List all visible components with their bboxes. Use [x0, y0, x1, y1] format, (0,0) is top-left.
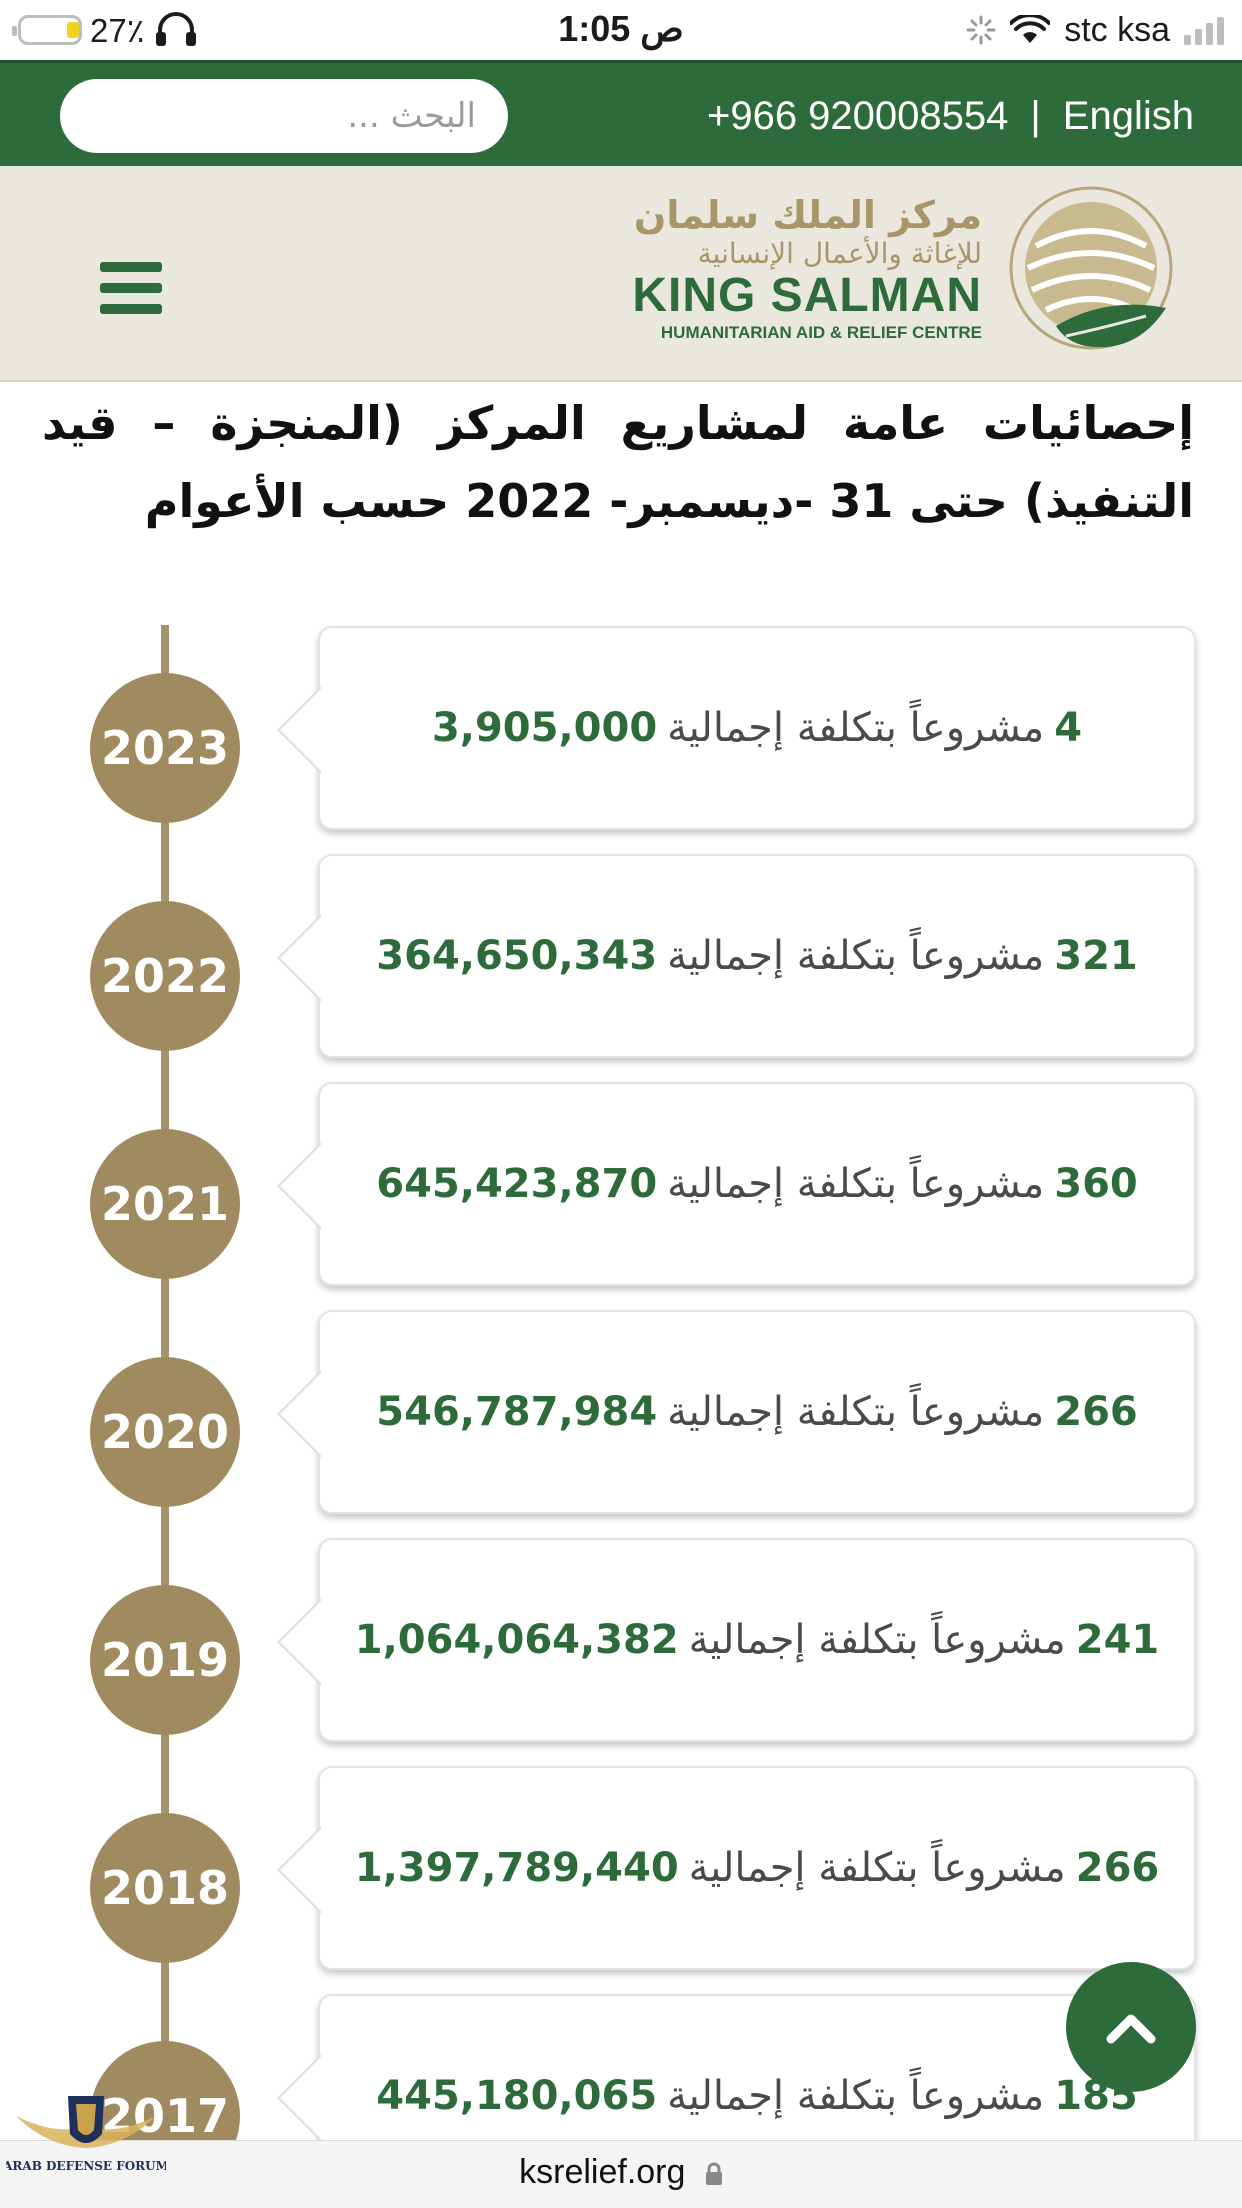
- site-header: مركز الملك سلمان للإغاثة والأعمال الإنسا…: [0, 166, 1242, 382]
- arab-defense-forum-watermark: ARAB DEFENSE FORUM: [6, 2096, 166, 2173]
- timeline-card: 360مشروعاً بتكلفة إجمالية645,423,870: [277, 1082, 1196, 1286]
- total-cost: 445,180,065: [376, 2073, 658, 2119]
- carrier-name: stc ksa: [1064, 10, 1170, 49]
- browser-url-bar[interactable]: ksrelief.org: [0, 2140, 1242, 2208]
- timeline-card: 321مشروعاً بتكلفة إجمالية364,650,343: [277, 854, 1196, 1058]
- year-badge: 2022: [90, 901, 240, 1051]
- timeline-card: 266مشروعاً بتكلفة إجمالية546,787,984: [277, 1310, 1196, 1514]
- timeline-card: 4مشروعاً بتكلفة إجمالية3,905,000: [277, 626, 1196, 830]
- projects-label: مشروعاً بتكلفة إجمالية: [688, 1845, 1066, 1891]
- logo-arabic-subtitle: للإغاثة والأعمال الإنسانية: [697, 237, 982, 270]
- year-badge: 2019: [90, 1585, 240, 1735]
- total-cost: 1,397,789,440: [354, 1845, 679, 1891]
- card-pointer: [277, 914, 321, 1002]
- battery-percent: 27٪: [90, 11, 145, 49]
- logo-english-subtitle: HUMANITARIAN AID & RELIEF CENTRE: [660, 323, 982, 342]
- lock-icon: [705, 2162, 722, 2186]
- card-pointer: [277, 1598, 321, 1686]
- language-link[interactable]: English: [1062, 93, 1194, 138]
- logo[interactable]: مركز الملك سلمان للإغاثة والأعمال الإنسا…: [562, 192, 982, 344]
- ksrelief-emblem-icon: [1009, 186, 1173, 350]
- card-pointer: [277, 686, 321, 774]
- card-text: 266مشروعاً بتكلفة إجمالية1,397,789,440: [355, 1845, 1159, 1891]
- total-cost: 645,423,870: [376, 1161, 658, 1207]
- total-cost: 364,650,343: [376, 933, 658, 979]
- year-badge: 2021: [90, 1129, 240, 1279]
- projects-label: مشروعاً بتكلفة إجمالية: [667, 2073, 1045, 2119]
- projects-label: مشروعاً بتكلفة إجمالية: [667, 705, 1045, 751]
- status-bar: 27٪ 1:05 ص stc ksa: [0, 0, 1242, 60]
- total-cost: 546,787,984: [376, 1389, 658, 1435]
- project-count: 321: [1054, 933, 1138, 979]
- status-time: 1:05 ص: [558, 8, 684, 49]
- total-cost: 3,905,000: [431, 705, 658, 751]
- search-input[interactable]: [60, 79, 508, 153]
- total-cost: 1,064,064,382: [354, 1617, 679, 1663]
- url-display[interactable]: ksrelief.org: [0, 2153, 1242, 2192]
- watermark-text: ARAB DEFENSE FORUM: [6, 2159, 166, 2173]
- status-left: 27٪: [12, 10, 200, 50]
- logo-english-title: KING SALMAN: [632, 269, 982, 322]
- timeline-card: 266مشروعاً بتكلفة إجمالية1,397,789,440: [277, 1766, 1196, 1970]
- year-badge: 2023: [90, 673, 240, 823]
- project-count: 241: [1075, 1617, 1160, 1663]
- wifi-icon: [1010, 15, 1051, 43]
- page-title: إحصائيات عامة لمشاريع المركز (المنجزة – …: [42, 396, 1194, 528]
- signal-icon: [1184, 15, 1224, 45]
- scroll-to-top-button[interactable]: [1066, 1962, 1196, 2092]
- card-text: 266مشروعاً بتكلفة إجمالية546,787,984: [376, 1389, 1137, 1435]
- project-count: 4: [1054, 705, 1083, 751]
- battery-icon: [12, 15, 82, 45]
- hamburger-menu-icon[interactable]: [100, 262, 162, 314]
- logo-arabic-title: مركز الملك سلمان: [633, 193, 982, 237]
- projects-label: مشروعاً بتكلفة إجمالية: [688, 1617, 1066, 1663]
- separator: |: [1030, 93, 1041, 138]
- chevron-up-icon: [1106, 2014, 1156, 2044]
- year-badge: 2020: [90, 1357, 240, 1507]
- project-count: 360: [1054, 1161, 1138, 1207]
- headphones-icon: [156, 12, 197, 46]
- card-pointer: [277, 1370, 321, 1458]
- card-text: 360مشروعاً بتكلفة إجمالية645,423,870: [376, 1161, 1137, 1207]
- card-text: 321مشروعاً بتكلفة إجمالية364,650,343: [376, 933, 1137, 979]
- card-text: 241مشروعاً بتكلفة إجمالية1,064,064,382: [355, 1617, 1159, 1663]
- card-pointer: [277, 1826, 321, 1914]
- card-text: 4مشروعاً بتكلفة إجمالية3,905,000: [432, 705, 1082, 751]
- top-links: +966 920008554 | English: [707, 81, 1194, 151]
- project-count: 266: [1075, 1845, 1160, 1891]
- url-text: ksrelief.org: [519, 2153, 686, 2191]
- timeline-card: 241مشروعاً بتكلفة إجمالية1,064,064,382: [277, 1538, 1196, 1742]
- card-pointer: [277, 2054, 321, 2142]
- activity-spinner-icon: [966, 15, 996, 45]
- card-text: 185مشروعاً بتكلفة إجمالية445,180,065: [376, 2073, 1137, 2119]
- projects-label: مشروعاً بتكلفة إجمالية: [667, 933, 1045, 979]
- year-badge: 2018: [90, 1813, 240, 1963]
- projects-label: مشروعاً بتكلفة إجمالية: [667, 1389, 1045, 1435]
- status-right: stc ksa: [966, 10, 1224, 50]
- card-pointer: [277, 1142, 321, 1230]
- projects-label: مشروعاً بتكلفة إجمالية: [667, 1161, 1045, 1207]
- top-bar: +966 920008554 | English: [0, 60, 1242, 166]
- project-count: 266: [1054, 1389, 1138, 1435]
- phone-number[interactable]: +966 920008554: [706, 93, 1009, 138]
